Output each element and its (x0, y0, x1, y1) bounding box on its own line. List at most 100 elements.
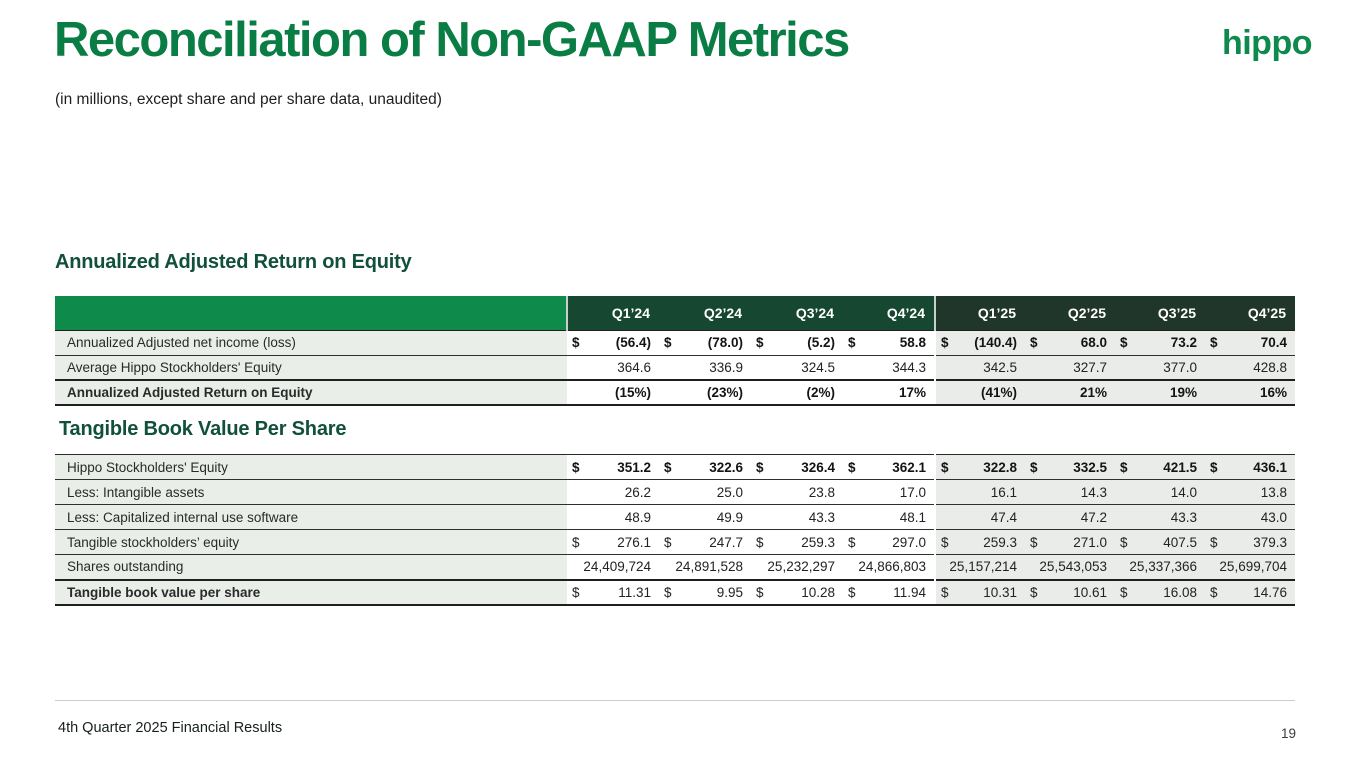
annualized-adjusted-roe-table: Q1’24 Q2’24 Q3’24 Q4’24 Q1’25 Q2’25 Q3’25 Q4’25… (55, 296, 1295, 406)
row-label: Average Hippo Stockholders' Equity (55, 355, 567, 381)
dollar-value-wrap: $259.3 (941, 535, 1017, 550)
table-row: Average Hippo Stockholders' Equity 364.6 3… (55, 355, 1295, 381)
value-cell: 17% (843, 379, 935, 406)
dollar-value-wrap: $322.8 (941, 460, 1017, 475)
value-cell: 47.4 (934, 504, 1025, 530)
value-cell: 23.8 (751, 479, 843, 505)
dollar-value-wrap: $ (56.4) (572, 335, 651, 350)
table-row: Less: Intangible assets 26.2 25.0 23.8 17.0 1… (55, 479, 1295, 505)
table-row: Annualized Adjusted Return on Equity (15%… (55, 379, 1295, 406)
value-cell: 25,699,704 (1205, 554, 1295, 580)
dollar-sign: $ (941, 534, 949, 550)
value-cell: $259.3 (934, 529, 1025, 555)
dollar-value-wrap: $ (5.2) (756, 335, 835, 350)
row-label: Less: Intangible assets (55, 479, 567, 505)
dollar-sign: $ (756, 534, 764, 550)
table-body: Annualized Adjusted net income (loss) $ (5… (55, 330, 1295, 406)
value-cell: $58.8 (843, 330, 935, 356)
cell-value: 259.3 (983, 534, 1017, 550)
value-cell: $332.5 (1025, 454, 1115, 480)
cell-value: 10.28 (801, 584, 835, 600)
value-cell: $ (5.2) (751, 330, 843, 356)
value-cell: $436.1 (1205, 454, 1295, 480)
cell-value: 332.5 (1073, 459, 1107, 475)
value-cell: 364.6 (567, 355, 659, 381)
value-cell: $259.3 (751, 529, 843, 555)
dollar-value-wrap: $436.1 (1210, 460, 1287, 475)
dollar-value-wrap: $351.2 (572, 460, 651, 475)
dollar-sign: $ (572, 335, 580, 350)
value-cell: 19% (1115, 379, 1205, 406)
column-header: Q4’24 (843, 296, 935, 331)
table-row: Shares outstanding 24,409,724 24,891,528 25… (55, 554, 1295, 580)
dollar-value-wrap: $259.3 (756, 535, 835, 550)
cell-value: 297.0 (892, 534, 926, 550)
value-cell: 49.9 (659, 504, 751, 530)
row-label: Less: Capitalized internal use software (55, 504, 567, 530)
dollar-value-wrap: $322.6 (664, 460, 743, 475)
dollar-sign: $ (1120, 459, 1128, 475)
dollar-sign: $ (1030, 459, 1038, 475)
value-cell: $ (56.4) (567, 330, 659, 356)
value-cell: 48.9 (567, 504, 659, 530)
dollar-value-wrap: $421.5 (1120, 460, 1197, 475)
cell-value: 407.5 (1163, 534, 1197, 550)
dollar-sign: $ (941, 584, 949, 600)
value-cell: 43.3 (1115, 504, 1205, 530)
value-cell: (2%) (751, 379, 843, 406)
cell-value: 68.0 (1080, 335, 1107, 350)
cell-value: 70.4 (1260, 335, 1287, 350)
dollar-value-wrap: $11.94 (848, 585, 926, 600)
value-cell: 48.1 (843, 504, 935, 530)
value-cell: $379.3 (1205, 529, 1295, 555)
dollar-value-wrap: $379.3 (1210, 535, 1287, 550)
dollar-sign: $ (664, 335, 672, 350)
value-cell: $10.28 (751, 578, 843, 606)
value-cell: $68.0 (1025, 330, 1115, 356)
value-cell: 336.9 (659, 355, 751, 381)
dollar-value-wrap: $332.5 (1030, 460, 1107, 475)
value-cell: 25,543,053 (1025, 554, 1115, 580)
cell-value: 326.4 (801, 459, 835, 475)
value-cell: $11.94 (843, 578, 935, 606)
table-header-row: Q1’24 Q2’24 Q3’24 Q4’24 Q1’25 Q2’25 Q3’25 Q4’25 (55, 296, 1295, 331)
value-cell: $421.5 (1115, 454, 1205, 480)
value-cell: $271.0 (1025, 529, 1115, 555)
value-cell: 13.8 (1205, 479, 1295, 505)
value-cell: 24,891,528 (659, 554, 751, 580)
column-header: Q2’25 (1025, 296, 1115, 331)
table-row: Annualized Adjusted net income (loss) $ (5… (55, 330, 1295, 356)
dollar-value-wrap: $9.95 (664, 585, 743, 600)
value-cell: $ (78.0) (659, 330, 751, 356)
dollar-sign: $ (1030, 534, 1038, 550)
dollar-sign: $ (1210, 534, 1218, 550)
value-cell: 25,337,366 (1115, 554, 1205, 580)
value-cell: $14.76 (1205, 578, 1295, 606)
cell-value: 247.7 (709, 534, 743, 550)
value-cell: 428.8 (1205, 355, 1295, 381)
value-cell: 24,866,803 (843, 554, 935, 580)
cell-value: 11.31 (618, 584, 651, 600)
value-cell: 327.7 (1025, 355, 1115, 381)
cell-value: 322.8 (983, 459, 1017, 475)
section-heading-annualized-adjusted-roe: Annualized Adjusted Return on Equity (55, 251, 412, 273)
dollar-sign: $ (572, 534, 580, 550)
row-label: Shares outstanding (55, 554, 567, 580)
dollar-value-wrap: $326.4 (756, 460, 835, 475)
page-subtitle: (in millions, except share and per share… (55, 91, 442, 108)
value-cell: 47.2 (1025, 504, 1115, 530)
value-cell: $10.31 (934, 578, 1025, 606)
dollar-sign: $ (1210, 459, 1218, 475)
dollar-sign: $ (848, 459, 856, 475)
row-label: Tangible book value per share (55, 578, 567, 606)
value-cell: $407.5 (1115, 529, 1205, 555)
value-cell: 26.2 (567, 479, 659, 505)
dollar-sign: $ (572, 584, 580, 600)
value-cell: (23%) (659, 379, 751, 406)
dollar-sign: $ (1210, 584, 1218, 600)
value-cell: 14.3 (1025, 479, 1115, 505)
cell-value: 436.1 (1253, 459, 1287, 475)
dollar-sign: $ (664, 459, 672, 475)
page-title: Reconciliation of Non-GAAP Metrics (54, 13, 850, 67)
